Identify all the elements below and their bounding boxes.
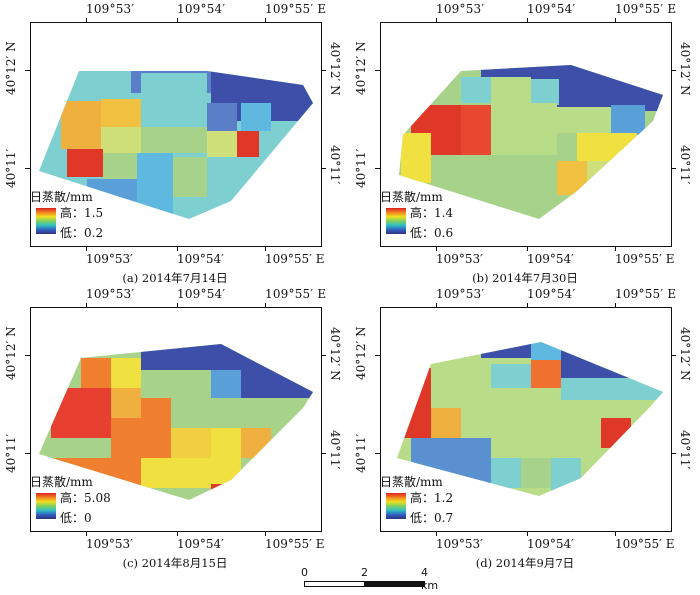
legend-color-ramp bbox=[36, 493, 56, 519]
legend-title: 日蒸散/mm bbox=[380, 475, 443, 489]
lon-label-top: 109°54′ bbox=[177, 287, 226, 301]
lon-label-bottom: 109°53′ bbox=[86, 252, 133, 266]
map-panel-a: 109°53′ 109°54′ 109°55′ E 40°12′ N 40°11… bbox=[0, 0, 350, 290]
lon-label-bottom: 109°55′ E bbox=[265, 252, 325, 266]
legend-low: 低：0.7 bbox=[410, 511, 454, 525]
lon-label-top: 109°53′ bbox=[86, 287, 135, 301]
lon-label-bottom: 109°55′ E bbox=[615, 252, 675, 266]
legend-high: 高：1.5 bbox=[60, 206, 104, 220]
lat-label-left: 40°11′ bbox=[4, 148, 18, 188]
lat-label-left: 40°12′ N bbox=[354, 41, 368, 95]
lat-label-right: 40°11′ bbox=[678, 430, 692, 470]
panel-caption: (d) 2014年9月7日 bbox=[475, 556, 575, 570]
lon-label-bottom: 109°53′ bbox=[436, 252, 483, 266]
lat-label-left: 40°12′ N bbox=[4, 326, 18, 380]
lon-label-bottom: 109°54′ bbox=[177, 252, 224, 266]
scale-segment-black bbox=[364, 581, 425, 587]
legend-title: 日蒸散/mm bbox=[380, 190, 443, 204]
lon-label-top: 109°53′ bbox=[436, 2, 485, 16]
legend-low: 低：0.2 bbox=[60, 226, 104, 240]
legend-color-ramp bbox=[386, 493, 406, 519]
lat-label-right: 40°12′ N bbox=[678, 327, 692, 381]
map-frame bbox=[30, 22, 322, 247]
scale-bar: 0 2 4 km bbox=[301, 566, 438, 592]
panel-caption: (a) 2014年7月14日 bbox=[122, 271, 228, 285]
map-panel-d: 109°53′ 109°54′ 109°55′ E 40°12′ N 40°11… bbox=[350, 285, 700, 575]
lat-label-left: 40°11′ bbox=[354, 148, 368, 188]
map-frame bbox=[30, 307, 322, 532]
lon-label-bottom: 109°53′ bbox=[436, 537, 483, 551]
legend-title: 日蒸散/mm bbox=[30, 190, 93, 204]
lat-label-left: 40°11′ bbox=[354, 433, 368, 473]
lon-label-bottom: 109°53′ bbox=[86, 537, 133, 551]
scale-label-4km: 4 km bbox=[421, 566, 439, 592]
lon-label-top: 109°54′ bbox=[527, 2, 576, 16]
lat-label-right: 40°11′ bbox=[328, 430, 342, 470]
scale-label-0: 0 bbox=[301, 566, 308, 579]
legend-title: 日蒸散/mm bbox=[30, 475, 93, 489]
lon-label-top: 109°54′ bbox=[527, 287, 576, 301]
lon-label-bottom: 109°54′ bbox=[527, 537, 574, 551]
lon-label-bottom: 109°54′ bbox=[177, 537, 224, 551]
scale-segment-white bbox=[304, 581, 365, 587]
legend-high: 高：5.08 bbox=[60, 491, 111, 505]
evapotranspiration-raster bbox=[399, 65, 663, 219]
lat-label-right: 40°11′ bbox=[328, 145, 342, 185]
legend-high: 高：1.4 bbox=[410, 206, 454, 220]
evapotranspiration-raster bbox=[39, 71, 313, 219]
map-frame bbox=[380, 307, 672, 532]
lat-label-right: 40°12′ N bbox=[328, 42, 342, 96]
map-frame bbox=[380, 22, 672, 247]
legend-color-ramp bbox=[386, 208, 406, 234]
lat-label-right: 40°11′ bbox=[678, 145, 692, 185]
lon-label-bottom: 109°55′ E bbox=[265, 537, 325, 551]
panel-caption: (c) 2014年8月15日 bbox=[122, 556, 228, 570]
lat-label-right: 40°12′ N bbox=[328, 327, 342, 381]
lat-label-left: 40°11′ bbox=[4, 433, 18, 473]
evapotranspiration-raster bbox=[397, 342, 663, 496]
lon-label-top: 109°54′ bbox=[177, 2, 226, 16]
legend-low: 低：0 bbox=[60, 511, 92, 525]
panel-caption: (b) 2014年7月30日 bbox=[472, 271, 578, 285]
lat-label-right: 40°12′ N bbox=[678, 42, 692, 96]
lon-label-bottom: 109°54′ bbox=[527, 252, 574, 266]
evapotranspiration-raster bbox=[39, 344, 313, 500]
lon-label-top: 109°53′ bbox=[86, 2, 135, 16]
lon-label-top: 109°53′ bbox=[436, 287, 485, 301]
scale-label-2: 2 bbox=[361, 566, 368, 579]
legend-color-ramp bbox=[36, 208, 56, 234]
lon-label-top: 109°55′ E bbox=[265, 2, 327, 16]
legend-high: 高：1.2 bbox=[410, 491, 454, 505]
lon-label-bottom: 109°55′ E bbox=[615, 537, 675, 551]
lat-label-left: 40°12′ N bbox=[354, 326, 368, 380]
lon-label-top: 109°55′ E bbox=[265, 287, 327, 301]
lon-label-top: 109°55′ E bbox=[615, 287, 677, 301]
map-panel-c: 109°53′ 109°54′ 109°55′ E 40°12′ N 40°11… bbox=[0, 285, 350, 575]
legend-low: 低：0.6 bbox=[410, 226, 454, 240]
lon-label-top: 109°55′ E bbox=[615, 2, 677, 16]
map-panel-b: 109°53′ 109°54′ 109°55′ E 40°12′ N 40°11… bbox=[350, 0, 700, 290]
lat-label-left: 40°12′ N bbox=[4, 41, 18, 95]
